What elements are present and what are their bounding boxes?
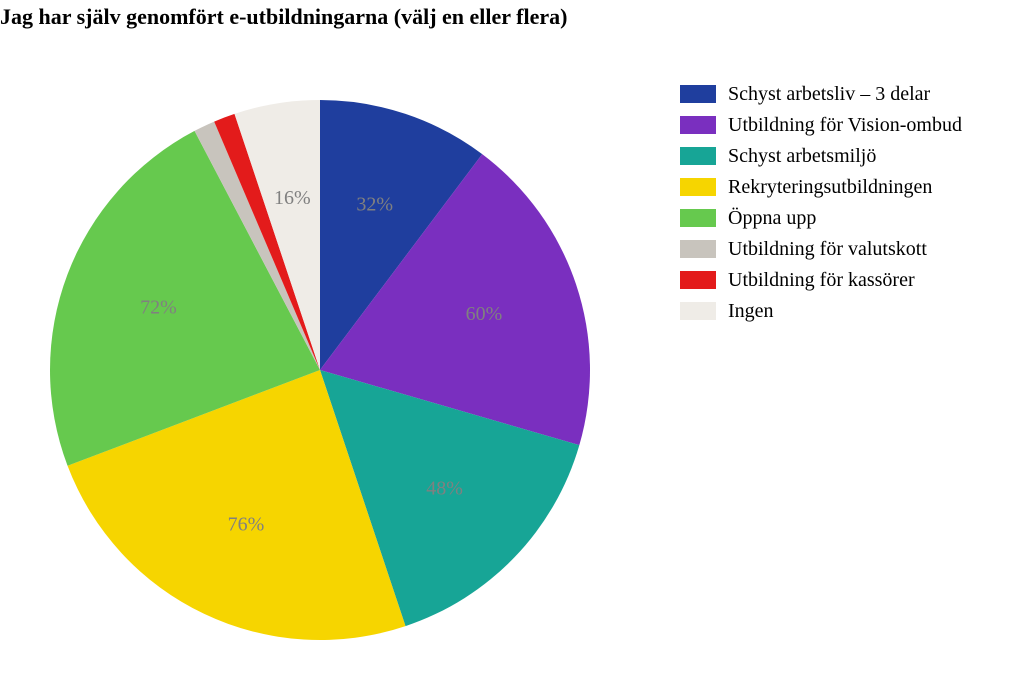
legend-label: Utbildning för valutskott	[728, 235, 927, 263]
legend-swatch	[680, 240, 716, 258]
slice-label: 60%	[466, 303, 503, 325]
legend-item: Utbildning för kassörer	[680, 266, 962, 294]
legend-label: Utbildning för kassörer	[728, 266, 915, 294]
chart-container: Jag har själv genomfört e-utbildningarna…	[0, 0, 1024, 682]
legend-label: Schyst arbetsliv – 3 delar	[728, 80, 930, 108]
legend-label: Schyst arbetsmiljö	[728, 142, 876, 170]
slice-label: 32%	[356, 194, 393, 216]
legend-label: Öppna upp	[728, 204, 816, 232]
legend-label: Utbildning för Vision-ombud	[728, 111, 962, 139]
slice-label: 72%	[140, 296, 177, 318]
legend-label: Rekryteringsutbildningen	[728, 173, 932, 201]
legend-item: Öppna upp	[680, 204, 962, 232]
slice-label: 16%	[274, 187, 311, 209]
legend-swatch	[680, 209, 716, 227]
legend-item: Utbildning för valutskott	[680, 235, 962, 263]
legend-swatch	[680, 147, 716, 165]
legend-swatch	[680, 302, 716, 320]
legend-item: Schyst arbetsmiljö	[680, 142, 962, 170]
legend-swatch	[680, 178, 716, 196]
legend-item: Ingen	[680, 297, 962, 325]
legend-label: Ingen	[728, 297, 774, 325]
pie-chart: 32% 60% 48% 76% 72% 16%	[40, 70, 600, 630]
legend-swatch	[680, 116, 716, 134]
legend-item: Utbildning för Vision-ombud	[680, 111, 962, 139]
legend-item: Schyst arbetsliv – 3 delar	[680, 80, 962, 108]
chart-legend: Schyst arbetsliv – 3 delar Utbildning för…	[680, 80, 962, 328]
chart-title: Jag har själv genomfört e-utbildningarna…	[0, 4, 567, 30]
legend-item: Rekryteringsutbildningen	[680, 173, 962, 201]
legend-swatch	[680, 85, 716, 103]
slice-label: 48%	[426, 477, 463, 499]
slice-label: 76%	[228, 514, 265, 536]
legend-swatch	[680, 271, 716, 289]
